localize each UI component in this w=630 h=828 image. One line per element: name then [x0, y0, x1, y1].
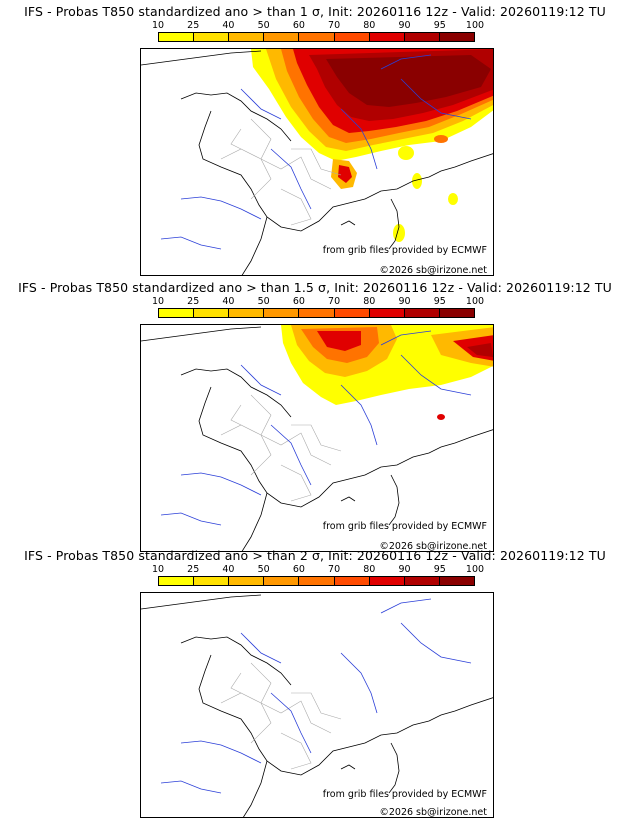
credit-source: from grib files provided by ECMWF — [322, 789, 487, 800]
colorbar-segment — [299, 33, 335, 41]
colorbar — [158, 576, 475, 586]
tick-label: 90 — [398, 296, 411, 307]
tick-label: 95 — [433, 20, 446, 31]
colorbar-segment — [159, 577, 195, 585]
colorbar-segment — [369, 309, 405, 317]
tick-label: 60 — [292, 20, 305, 31]
panel-title: IFS - Probas T850 standardized ano > tha… — [24, 548, 606, 563]
rivers — [160, 54, 472, 250]
rivers — [160, 330, 472, 526]
colorbar-ticks: 10 25 40 50 60 70 80 90 95 100 — [152, 296, 484, 308]
colorbar-segment — [439, 309, 474, 317]
colorbar-segment — [404, 309, 440, 317]
tick-label: 25 — [187, 296, 200, 307]
panel-title: IFS - Probas T850 standardized ano > tha… — [18, 280, 612, 295]
colorbar-segment — [404, 577, 440, 585]
tick-label: 80 — [363, 564, 376, 575]
tick-label: 100 — [465, 296, 485, 307]
tick-label: 95 — [433, 296, 446, 307]
rivers — [160, 598, 472, 794]
colorbar-segment — [299, 309, 335, 317]
map-svg — [141, 325, 493, 551]
credit-copyright: ©2026 sb@irizone.net — [379, 807, 487, 818]
tick-label: 25 — [187, 564, 200, 575]
tick-label: 50 — [257, 296, 270, 307]
colorbar-segment — [264, 577, 300, 585]
tick-label: 10 — [151, 296, 165, 307]
forecast-panel-1sigma: IFS - Probas T850 standardized ano > tha… — [0, 0, 630, 276]
credit-source: from grib files provided by ECMWF — [322, 245, 487, 256]
tick-label: 90 — [398, 20, 411, 31]
tick-label: 25 — [187, 20, 200, 31]
coastlines — [141, 326, 493, 551]
colorbar-ticks: 10 25 40 50 60 70 80 90 95 100 — [152, 20, 484, 32]
tick-label: 60 — [292, 296, 305, 307]
colorbar-segment — [264, 309, 300, 317]
admin-borders — [220, 662, 342, 770]
tick-label: 10 — [151, 564, 165, 575]
colorbar-segment — [194, 577, 230, 585]
tick-label: 80 — [363, 20, 376, 31]
colorbar-segment — [264, 33, 300, 41]
colorbar-segment — [299, 577, 335, 585]
tick-label: 10 — [151, 20, 165, 31]
tick-label: 50 — [257, 20, 270, 31]
admin-borders — [220, 118, 342, 226]
colorbar-segment — [369, 577, 405, 585]
coastlines — [141, 594, 493, 817]
credit-copyright: ©2026 sb@irizone.net — [379, 265, 487, 276]
colorbar-segment — [159, 309, 195, 317]
tick-label: 90 — [398, 564, 411, 575]
colorbar-segment — [159, 33, 195, 41]
admin-borders — [220, 394, 342, 502]
forecast-panel-2sigma: IFS - Probas T850 standardized ano > tha… — [0, 544, 630, 820]
tick-label: 40 — [222, 296, 235, 307]
probability-field — [251, 49, 493, 242]
colorbar-segment — [334, 577, 370, 585]
tick-label: 95 — [433, 564, 446, 575]
colorbar-segment — [369, 33, 405, 41]
colorbar-segment — [334, 33, 370, 41]
map-frame: from grib files provided by ECMWF ©2026 … — [140, 324, 494, 552]
map-svg — [141, 49, 493, 275]
colorbar-segment — [439, 33, 474, 41]
panel-title: IFS - Probas T850 standardized ano > tha… — [24, 4, 606, 19]
colorbar-ticks: 10 25 40 50 60 70 80 90 95 100 — [152, 564, 484, 576]
probability-field — [281, 325, 493, 420]
tick-label: 70 — [328, 564, 341, 575]
colorbar-segment — [229, 33, 265, 41]
tick-label: 40 — [222, 20, 235, 31]
colorbar — [158, 32, 475, 42]
tick-label: 100 — [465, 564, 485, 575]
colorbar-segment — [229, 577, 265, 585]
colorbar-segment — [334, 309, 370, 317]
coastlines — [141, 50, 493, 275]
map-frame: from grib files provided by ECMWF ©2026 … — [140, 48, 494, 276]
tick-label: 50 — [257, 564, 270, 575]
colorbar-segment — [229, 309, 265, 317]
colorbar-segment — [194, 309, 230, 317]
tick-label: 80 — [363, 296, 376, 307]
credit-source: from grib files provided by ECMWF — [322, 521, 487, 532]
tick-label: 60 — [292, 564, 305, 575]
colorbar-segment — [439, 577, 474, 585]
colorbar-segment — [404, 33, 440, 41]
map-svg — [141, 594, 493, 817]
tick-label: 40 — [222, 564, 235, 575]
credit-copyright: ©2026 sb@irizone.net — [379, 541, 487, 552]
forecast-panel-1-5sigma: IFS - Probas T850 standardized ano > tha… — [0, 276, 630, 552]
tick-label: 100 — [465, 20, 485, 31]
colorbar — [158, 308, 475, 318]
tick-label: 70 — [328, 296, 341, 307]
colorbar-segment — [194, 33, 230, 41]
tick-label: 70 — [328, 20, 341, 31]
map-frame: from grib files provided by ECMWF ©2026 … — [140, 592, 494, 818]
